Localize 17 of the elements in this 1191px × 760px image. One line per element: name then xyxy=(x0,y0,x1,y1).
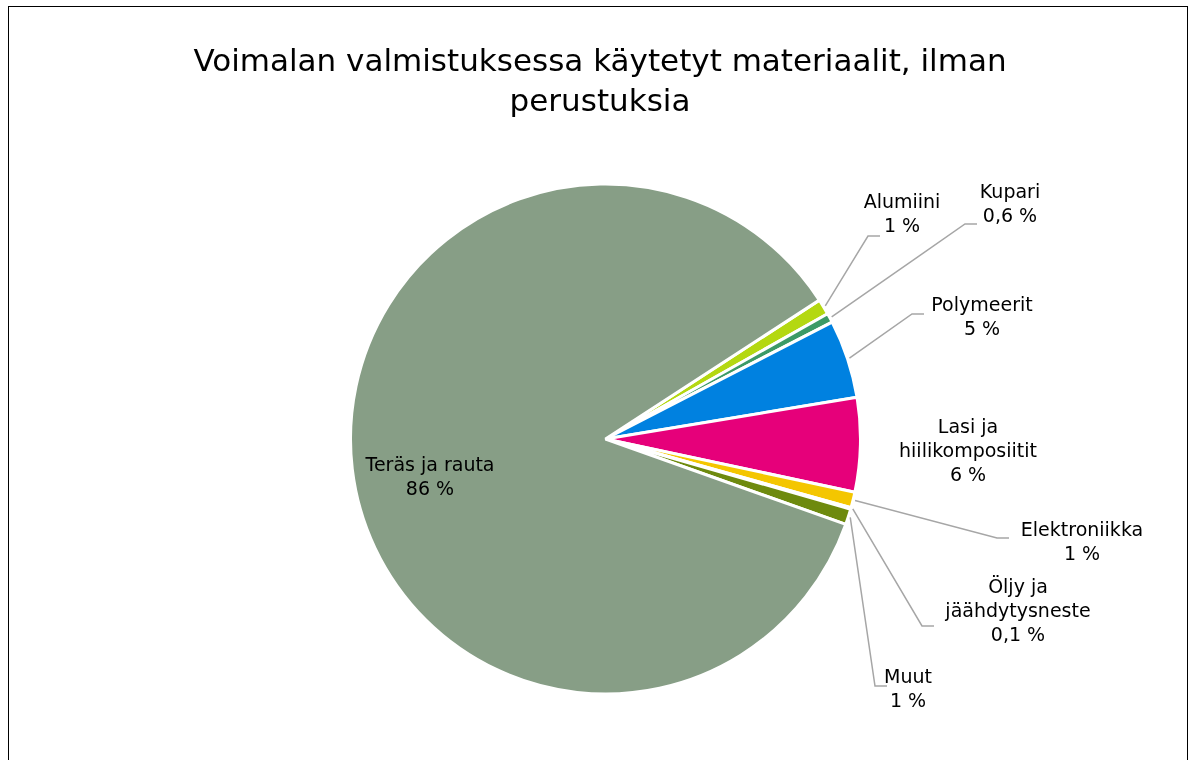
slice-label: Muut xyxy=(884,664,932,687)
data-label: 0,1 % xyxy=(990,622,1046,645)
data-label: 0,6 % xyxy=(982,203,1038,226)
slice-label: Elektroniikka xyxy=(1020,517,1144,540)
data-label: 1 % xyxy=(883,213,921,236)
slice-label: Alumiini xyxy=(863,189,941,212)
slice-label: Öljy ja jäähdytysneste xyxy=(944,574,1091,621)
data-label: 5 % xyxy=(963,316,1001,339)
data-label: 6 % xyxy=(949,462,987,485)
chart-title: Voimalan valmistuksessa käytetyt materiaalit, ilman perustuksia xyxy=(192,41,1008,120)
slice-label: Kupari xyxy=(979,179,1041,202)
data-label: 1 % xyxy=(1063,541,1101,564)
slice-label: Polymeerit xyxy=(931,292,1033,315)
slice-label: Teräs ja rauta xyxy=(364,452,495,475)
data-label: 86 % xyxy=(405,476,455,499)
data-label: 1 % xyxy=(889,688,927,711)
slice-label: Lasi ja hiilikomposiitit xyxy=(899,414,1037,461)
